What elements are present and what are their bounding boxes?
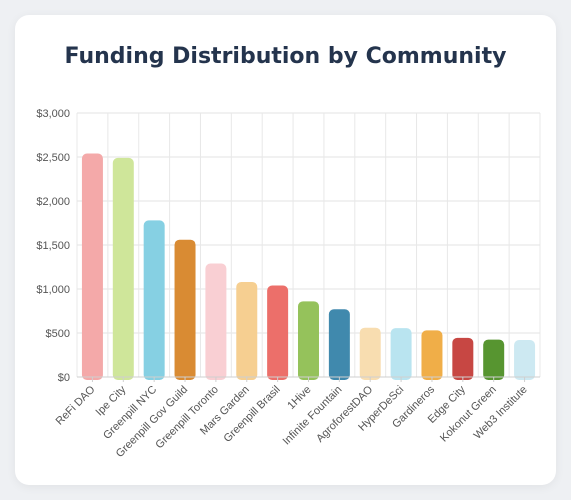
y-tick-label: $2,500 bbox=[36, 152, 70, 164]
bar-2[interactable] bbox=[143, 220, 165, 380]
bar-7[interactable] bbox=[298, 301, 319, 380]
bar-5[interactable] bbox=[236, 281, 258, 380]
bar-1[interactable] bbox=[112, 157, 134, 380]
x-tick-label: 1Hive bbox=[285, 384, 313, 412]
y-axis: $0 $500 $1,000 $1,500 $2,000 $2,500 $3,000 bbox=[36, 108, 70, 384]
chart-title: Funding Distribution by Community bbox=[64, 44, 507, 69]
bar-3[interactable] bbox=[174, 239, 196, 380]
x-tick-label: Greenpill Brasil bbox=[222, 384, 283, 445]
bar-8[interactable] bbox=[328, 309, 350, 380]
bar-6[interactable] bbox=[267, 285, 289, 380]
bar-12[interactable] bbox=[452, 337, 474, 380]
y-tick-label: $0 bbox=[58, 372, 70, 384]
bar-9[interactable] bbox=[359, 327, 381, 380]
y-tick-label: $500 bbox=[46, 328, 70, 340]
bar-14[interactable] bbox=[514, 340, 536, 380]
y-tick-label: $3,000 bbox=[36, 108, 70, 120]
x-tick-label: ReFi DAO bbox=[54, 383, 98, 427]
bars bbox=[81, 153, 536, 380]
bar-11[interactable] bbox=[421, 330, 443, 380]
bar-0[interactable] bbox=[81, 153, 103, 380]
bar-10[interactable] bbox=[390, 328, 412, 380]
chart-card bbox=[15, 15, 556, 485]
y-tick-label: $1,500 bbox=[36, 240, 70, 252]
grid bbox=[76, 112, 541, 378]
x-tick-label: Greenpill NYC bbox=[101, 384, 159, 442]
bar-13[interactable] bbox=[483, 339, 505, 380]
bar-4[interactable] bbox=[205, 263, 227, 380]
y-tick-label: $1,000 bbox=[36, 284, 70, 296]
y-tick-label: $2,000 bbox=[36, 196, 70, 208]
